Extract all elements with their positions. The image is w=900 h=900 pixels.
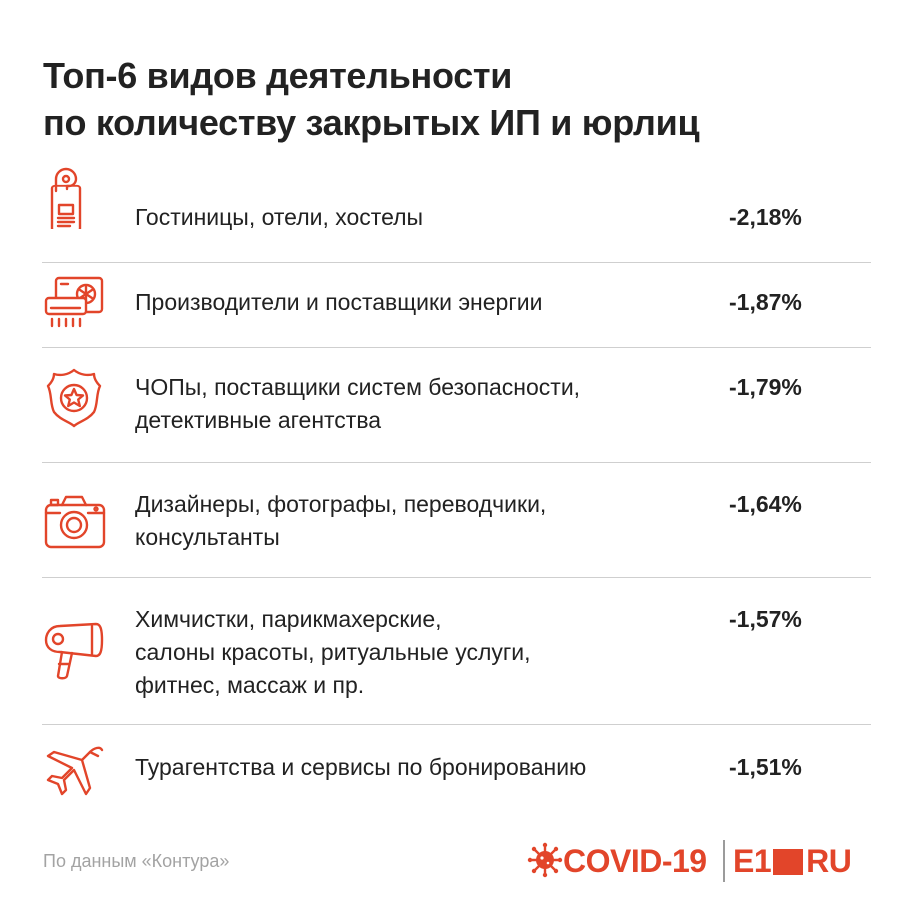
divider <box>42 347 871 348</box>
door-hanger-icon <box>42 165 106 229</box>
airplane-icon <box>42 736 106 800</box>
page-title: Топ-6 видов деятельности по количеству з… <box>43 52 863 146</box>
item-value: -1,57% <box>729 606 802 632</box>
divider <box>42 462 871 463</box>
logo-square-icon <box>773 849 804 875</box>
item-value: -1,87% <box>729 289 802 315</box>
virus-icon <box>527 842 563 878</box>
item-label: ЧОПы, поставщики систем безопасности, де… <box>135 374 581 433</box>
logo-separator <box>723 840 725 882</box>
item-value: -2,18% <box>729 204 802 230</box>
camera-icon <box>42 491 106 555</box>
item-value: -1,64% <box>729 491 802 517</box>
title-line-1: Топ-6 видов деятельности <box>43 55 513 96</box>
hair-dryer-icon <box>42 620 106 684</box>
divider <box>42 724 871 725</box>
item-label: Производители и поставщики энергии <box>135 289 543 315</box>
air-conditioner-icon <box>42 272 106 336</box>
item-label: Турагентства и сервисы по бронированию <box>135 754 587 780</box>
item-label: Химчистки, парикмахерские, салоны красот… <box>135 606 531 698</box>
divider <box>42 577 871 578</box>
divider <box>42 262 871 263</box>
brand-logo: COVID-19 E1 RU <box>527 838 873 886</box>
item-label: Гостиницы, отели, хостелы <box>135 204 424 230</box>
item-label: Дизайнеры, фотографы, переводчики, консу… <box>135 491 547 550</box>
covid-label: COVID-19 <box>563 843 707 879</box>
source-note: По данным «Контура» <box>43 851 230 871</box>
police-badge-icon <box>42 366 106 430</box>
item-value: -1,51% <box>729 754 802 780</box>
item-value: -1,79% <box>729 374 802 400</box>
title-line-2: по количеству закрытых ИП и юрлиц <box>43 102 700 143</box>
e1-logo: E1 RU <box>733 843 852 879</box>
